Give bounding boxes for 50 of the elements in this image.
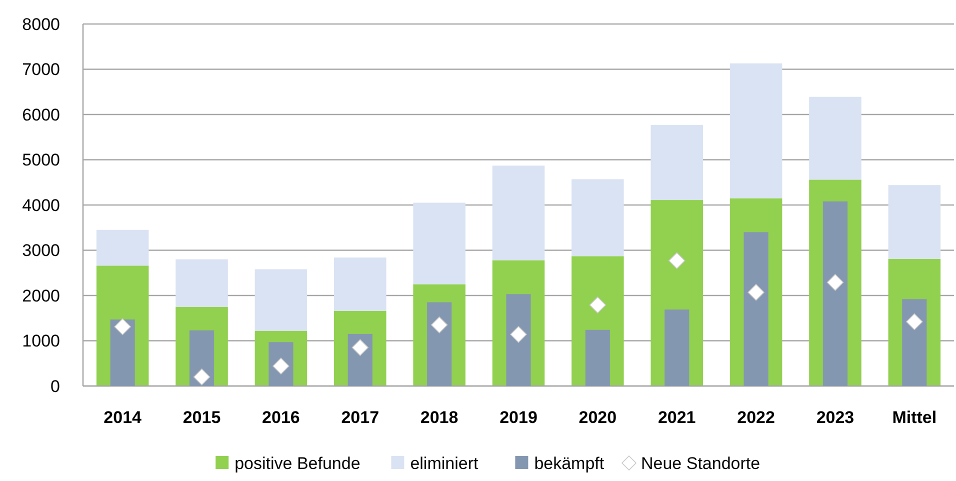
point [748,284,764,301]
point [906,313,923,330]
bar [110,319,135,386]
x-tick-label: 2014 [104,408,142,427]
bar [176,259,228,307]
y-tick-label: 3000 [22,241,60,260]
point [114,318,131,336]
x-tick-label: Mittel [892,408,937,427]
y-tick-label: 1000 [22,332,60,351]
point [352,339,369,356]
bar [506,294,531,386]
point [668,252,686,270]
y-tick-label: 8000 [22,14,60,34]
bar [413,202,466,284]
x-tick-label: 2022 [737,408,775,427]
bar [730,63,782,198]
legend-label: Neue Standorte [641,454,760,473]
x-tick-label: 2016 [262,408,300,427]
bar [334,257,386,311]
x-tick-label: 2019 [500,408,538,427]
y-tick-label: 2000 [22,286,60,306]
x-tick-label: 2023 [816,408,854,427]
y-tick-label: 5000 [22,150,60,170]
point [510,326,527,343]
point [826,274,844,291]
x-tick-label: 2018 [420,408,458,427]
bar [585,330,610,386]
x-tick-label: 2020 [578,408,617,427]
y-tick-label: 6000 [22,105,60,124]
y-tick-label: 4000 [22,196,60,215]
bar [902,299,927,386]
x-tick-label: 2021 [658,408,696,427]
bar [96,230,149,266]
bar [650,124,703,200]
bar [888,185,941,259]
bar [664,310,690,386]
y-tick-label: 0 [50,376,60,396]
legend-label: eliminiert [410,454,478,473]
point [589,296,606,314]
x-tick-label: 2017 [341,408,380,427]
bar [809,96,862,180]
point [430,316,448,334]
bar [572,179,624,256]
legend-label: bekämpft [534,454,604,473]
point [193,368,210,386]
x-tick-label: 2015 [182,408,221,427]
y-tick-label: 7000 [22,60,60,80]
legend-label: positive Befunde [234,454,360,473]
bar [254,269,308,331]
bar [492,166,545,260]
